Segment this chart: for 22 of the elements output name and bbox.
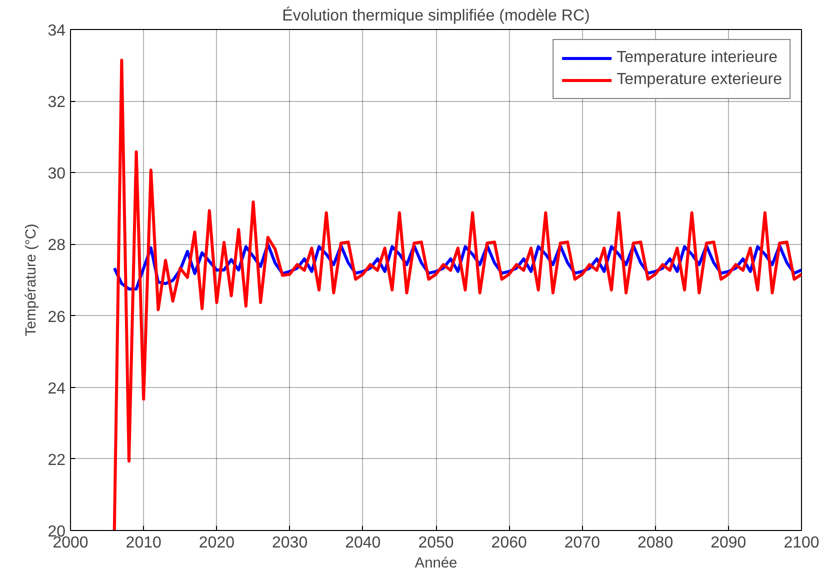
- x-tick-label: 2050: [418, 534, 454, 552]
- y-tick-label: 32: [48, 94, 66, 112]
- chart-title: Évolution thermique simplifiée (modèle RC): [282, 6, 590, 24]
- x-axis-title: Année: [414, 556, 458, 572]
- y-axis-title: Température (°C): [24, 224, 40, 336]
- x-tick-label: 2030: [272, 534, 308, 552]
- legend-label: Temperature exterieure: [616, 71, 782, 89]
- x-tick-label: 2090: [710, 534, 746, 552]
- y-tick-label: 30: [48, 166, 66, 183]
- y-tick-label: 24: [48, 380, 66, 398]
- y-tick-label: 28: [48, 237, 66, 254]
- x-tick-label: 2080: [638, 534, 674, 552]
- x-tick-label: 2060: [491, 534, 527, 552]
- x-tick-label: 2070: [564, 534, 600, 552]
- legend-label: Temperature interieure: [616, 49, 778, 67]
- y-tick-label: 34: [48, 22, 66, 40]
- y-tick-label: 22: [48, 452, 66, 469]
- x-tick-label: 2010: [126, 534, 162, 552]
- y-tick-label: 26: [48, 308, 66, 326]
- x-tick-label: 2020: [198, 534, 235, 552]
- x-tick-label: 2100: [784, 534, 820, 552]
- x-tick-label: 2040: [345, 534, 381, 552]
